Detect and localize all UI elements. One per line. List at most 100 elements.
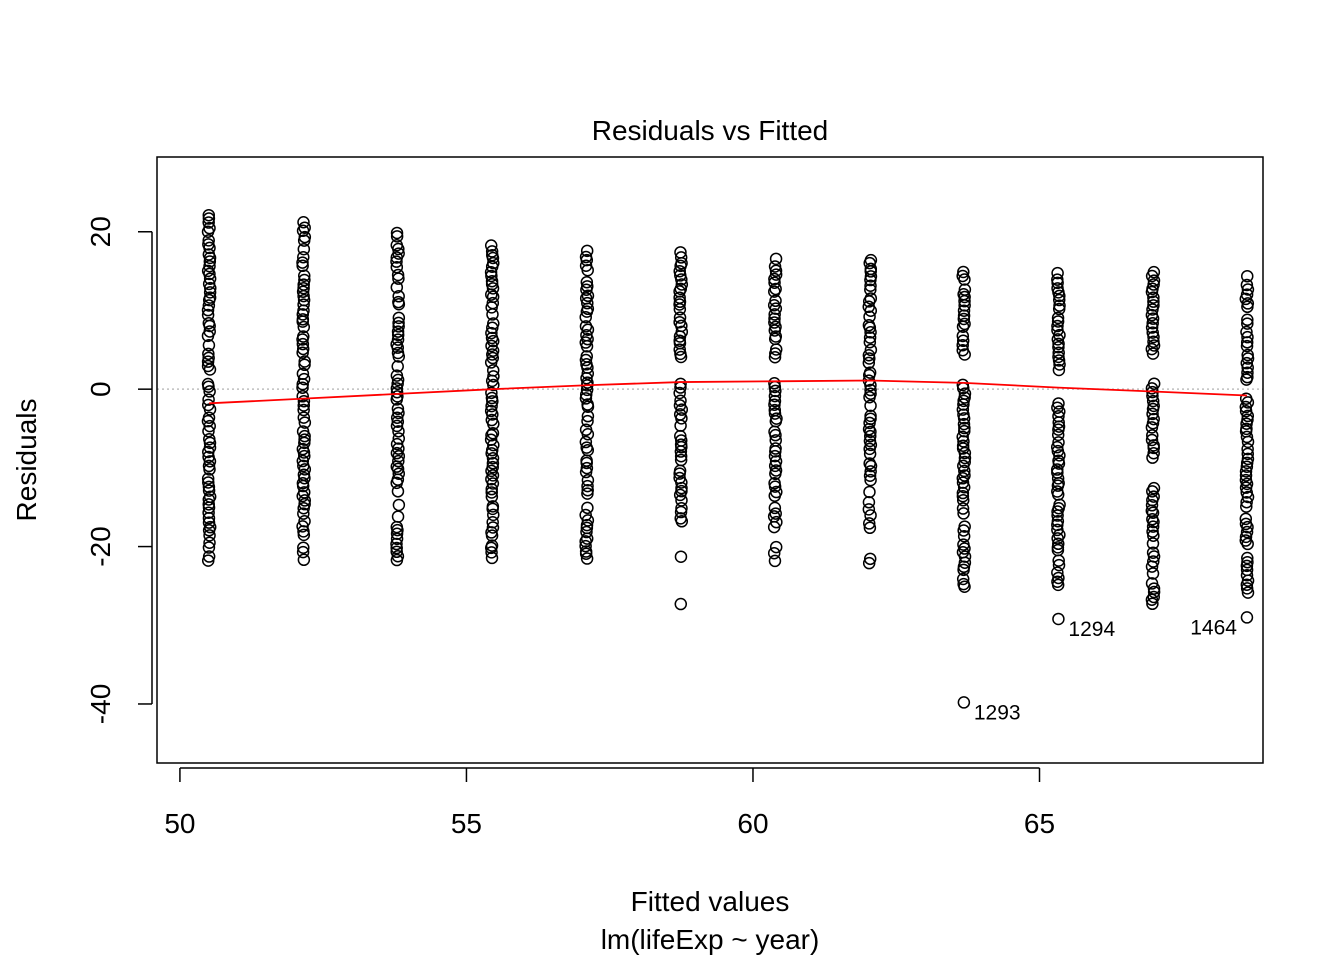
residual-point [1240,356,1254,370]
residual-point [579,539,592,553]
residual-point [203,490,217,504]
residual-point [296,367,310,380]
residual-point [202,424,215,438]
residual-point [1239,404,1253,418]
residual-point [203,529,216,542]
residual-point [1241,413,1254,427]
outlier-point [957,696,971,709]
residual-point [767,546,781,560]
residual-point [203,260,216,273]
residual-point [674,438,688,451]
residual-point [957,408,970,421]
residual-point [392,498,406,512]
residual-point [1147,529,1160,542]
residual-point [1239,534,1253,547]
residual-point [1241,586,1255,599]
residual-point [1146,347,1160,360]
residual-point [673,386,686,400]
residual-point [298,449,311,463]
residual-point [203,432,216,446]
residual-point [864,292,878,305]
residual-point [1240,269,1254,283]
plot-area: 1293 1294 1464 [157,208,1263,724]
residual-point [1052,558,1066,572]
residual-point [579,320,593,333]
y-tick-label: -20 [85,526,116,566]
residual-point [1241,317,1254,330]
x-tick-label: 60 [737,808,768,839]
residual-point [297,525,310,538]
residual-point [864,262,878,276]
residual-point [864,283,877,296]
residual-point [581,296,594,310]
residual-point [391,325,405,338]
residual-point [863,552,877,566]
residual-point [956,329,970,343]
residual-point [203,291,217,304]
residual-point [203,286,217,299]
residual-point [770,412,783,425]
residual-point [297,468,311,481]
residual-point [392,295,405,309]
residual-point [581,367,595,380]
residual-point [1051,485,1064,498]
residual-point [673,471,686,485]
residual-point [1051,273,1064,286]
residual-point [958,464,971,478]
residual-point [486,344,500,358]
residual-point [769,252,783,266]
residual-point [673,264,686,278]
residual-point [297,298,310,311]
residual-point [1241,330,1254,344]
residual-point [769,507,782,520]
residual-point [485,539,499,552]
residual-point [579,423,593,437]
residual-point [579,310,592,324]
residual-point [1146,389,1159,403]
residual-point [958,391,971,404]
residual-point [1147,291,1160,304]
residual-point [579,545,593,558]
residual-point [485,546,498,559]
residual-point [1052,537,1065,551]
residual-point [674,434,688,447]
residual-point [1146,326,1159,339]
residual-point [1052,337,1065,351]
residual-column [579,244,595,565]
residual-point [1145,433,1159,447]
residual-point [1241,555,1254,569]
residual-point [1239,465,1253,478]
residual-point [1052,340,1065,354]
residual-point [1146,513,1159,526]
residual-point [1052,346,1065,360]
x-tick-label: 50 [164,808,195,839]
residual-point [957,417,971,431]
residual-point [390,255,403,268]
residual-column [1050,266,1066,592]
y-tick-label: -40 [85,684,116,724]
residual-point [864,409,877,423]
x-axis-label: Fitted values [631,886,790,917]
residual-point [862,348,876,362]
residual-point [202,498,215,511]
residual-point [768,350,782,364]
residual-point [1051,566,1064,579]
chart-title: Residuals vs Fitted [592,115,829,146]
residual-point [956,403,970,416]
y-tick-label: 20 [85,216,116,247]
residual-point [484,404,498,418]
residual-point [863,457,876,470]
residual-point [1051,541,1065,554]
y-axis: 20 0 -20 -40 [85,216,153,724]
residual-point [956,269,969,283]
residual-point [862,496,876,509]
residual-point [297,320,311,334]
outlier-point [674,597,688,611]
residual-point [579,292,593,305]
residual-point [392,311,406,325]
residual-point [581,289,595,303]
residual-point [296,545,310,559]
residual-point [1240,486,1253,499]
residual-point [1147,399,1160,413]
